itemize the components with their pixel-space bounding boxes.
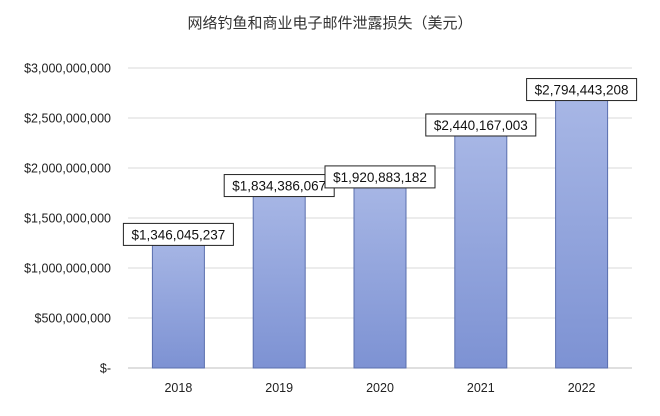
data-label-box: [526, 78, 638, 102]
x-tick-label: 2020: [366, 381, 394, 395]
x-tick-label: 2021: [467, 381, 495, 395]
data-label: $1,920,883,182: [333, 170, 427, 185]
y-tick-label: $1,500,000,000: [24, 212, 111, 226]
data-label: $1,346,045,237: [131, 227, 225, 242]
y-tick-label: $2,000,000,000: [24, 162, 111, 176]
y-tick-label: $2,500,000,000: [24, 112, 111, 126]
bar-2020: [353, 175, 407, 369]
data-label: $2,440,167,003: [434, 118, 528, 133]
y-tick-label: $-: [100, 362, 111, 376]
bar-2018: [151, 232, 205, 369]
bar-2019: [252, 184, 306, 369]
x-tick-label: 2022: [568, 381, 596, 395]
chart-title: 网络钓鱼和商业电子邮件泄露损失（美元）: [187, 14, 473, 32]
data-label: $1,834,386,067: [232, 179, 326, 194]
data-label-box: [122, 222, 234, 246]
data-label: $2,794,443,208: [535, 83, 629, 98]
y-tick-label: $500,000,000: [35, 312, 112, 326]
y-tick-label: $3,000,000,000: [24, 62, 111, 76]
bar-2021: [454, 123, 508, 369]
x-tick-label: 2019: [265, 381, 293, 395]
x-tick-label: 2018: [164, 381, 192, 395]
y-tick-label: $1,000,000,000: [24, 262, 111, 276]
bar-2022: [555, 88, 609, 369]
data-label-box: [425, 113, 537, 137]
data-label-box: [324, 165, 436, 189]
